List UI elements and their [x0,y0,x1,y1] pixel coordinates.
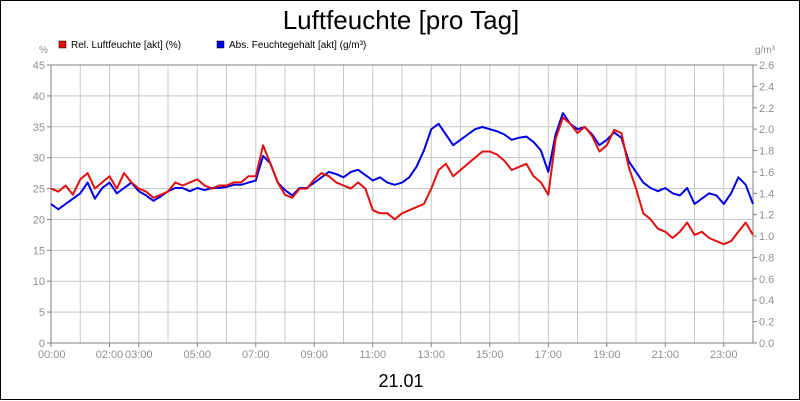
legend-swatch-abs-humidity [216,40,225,49]
left-tick-label-3: 15 [33,245,45,257]
x-tick-label-5: 09:00 [300,349,328,361]
left-tick-label-7: 35 [33,122,45,134]
left-tick-label-8: 40 [33,91,45,103]
left-tick-label-1: 5 [39,307,45,319]
left-tick-label-2: 10 [33,276,45,288]
x-tick-label-10: 19:00 [593,349,621,361]
legend: Rel. Luftfeuchte [akt] (%) Abs. Feuchteg… [58,40,366,51]
right-tick-label-0: 0.0 [759,338,774,350]
left-axis-unit: % [39,45,48,56]
legend-label-rel-humidity: Rel. Luftfeuchte [akt] (%) [71,40,181,51]
right-tick-label-5: 1.0 [759,231,774,243]
left-tick-label-6: 30 [33,153,45,165]
series-lines [50,112,754,246]
right-tick-label-6: 1.2 [759,210,774,222]
right-tick-label-9: 1.8 [759,146,774,158]
x-tick-label-7: 13:00 [417,349,445,361]
right-tick-label-1: 0.2 [759,317,774,329]
series-line-rel-humidity [50,116,754,246]
right-axis-unit: g/m³ [755,45,776,56]
left-tick-label-5: 25 [33,184,45,196]
date-label: 21.01 [378,371,423,391]
x-tick-label-2: 03:00 [125,349,153,361]
x-tick-label-4: 07:00 [242,349,270,361]
x-tick-label-11: 21:00 [651,349,679,361]
right-tick-label-10: 2.0 [759,124,774,136]
x-tick-label-12: 23:00 [710,349,738,361]
x-tick-label-9: 17:00 [534,349,562,361]
grid [51,64,753,344]
right-tick-label-2: 0.4 [759,295,774,307]
right-tick-label-4: 0.8 [759,252,774,264]
x-tick-label-6: 11:00 [359,349,386,361]
x-tick-label-3: 05:00 [183,349,211,361]
right-tick-label-3: 0.6 [759,274,774,286]
right-tick-label-8: 1.6 [759,167,774,179]
x-tick-label-0: 00:00 [38,349,66,361]
left-tick-label-9: 45 [33,60,45,72]
chart-title: Luftfeuchte [pro Tag] [283,5,520,35]
legend-label-abs-humidity: Abs. Feuchtegehalt [akt] (g/m³) [229,40,366,51]
x-tick-label-1: 02:00 [96,349,124,361]
left-axis-ticks: 0 5 10 15 20 25 30 35 40 45 [33,60,51,350]
left-tick-label-0: 0 [39,338,45,350]
x-tick-label-8: 15:00 [476,349,504,361]
legend-swatch-rel-humidity [58,40,67,49]
right-tick-label-13: 2.6 [759,60,774,72]
right-tick-label-12: 2.4 [759,81,774,93]
right-tick-label-11: 2.2 [759,103,774,115]
x-axis-ticks: 00:00 02:00 03:00 05:00 07:00 09:00 11:00 13:00… [38,343,738,361]
right-tick-label-7: 1.4 [759,188,774,200]
right-axis-ticks: 0.0 0.2 0.4 0.6 0.8 1.0 1.2 1.4 1.6 1.8 2.0 2.2 2.4 2… [753,60,774,350]
left-tick-label-4: 20 [33,214,45,226]
